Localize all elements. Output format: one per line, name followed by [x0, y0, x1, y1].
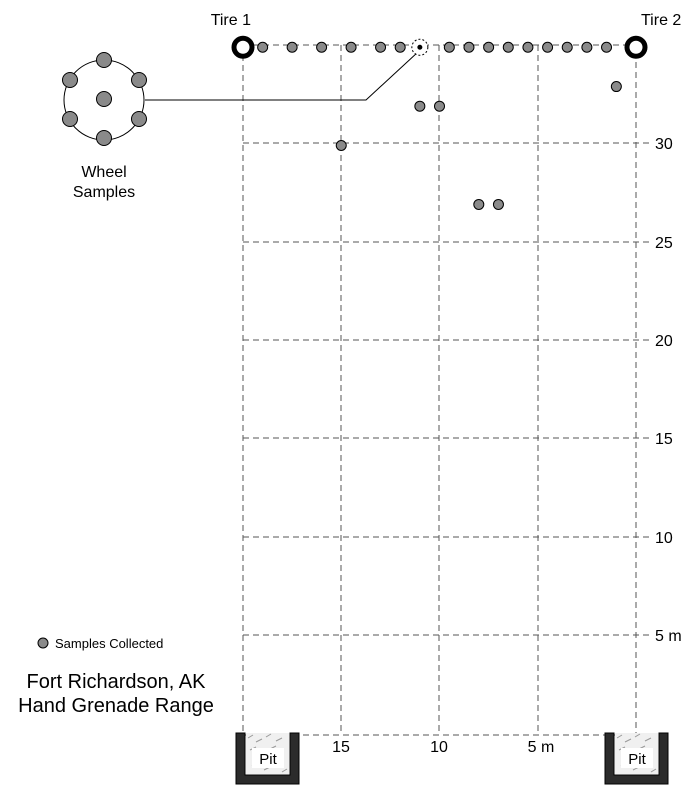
- sample-point: [335, 140, 347, 151]
- pit-label: Pit: [628, 751, 646, 768]
- tire-1-label: Tire 1: [211, 12, 251, 29]
- sample-point: [463, 41, 475, 53]
- wheel-sample: [62, 111, 78, 127]
- pit-right: Pit: [604, 732, 669, 785]
- x-axis-labels: 15 10 5 m: [332, 739, 554, 756]
- x-label-15: 15: [332, 739, 350, 756]
- site-subtitle: Hand Grenade Range: [18, 695, 214, 717]
- pit-label: Pit: [259, 751, 277, 768]
- sample-point: [502, 41, 514, 53]
- wheel-sample: [62, 72, 78, 88]
- legend: Samples Collected: [37, 636, 163, 651]
- pit-label-bg: [252, 748, 284, 768]
- y-label-20: 20: [655, 333, 673, 350]
- wheel-illustration: [62, 52, 147, 146]
- sample-point: [345, 41, 357, 53]
- wheel-label-line2: Samples: [73, 184, 135, 201]
- y-axis-labels: 30 25 20 15 10 5 m: [655, 136, 682, 645]
- wheel-sample: [96, 130, 112, 146]
- wheel-label-line1: Wheel: [81, 164, 126, 181]
- legend-sample-icon: [37, 637, 49, 649]
- x-label-10: 10: [430, 739, 448, 756]
- pit-wall: [235, 732, 300, 785]
- grid-border: [242, 44, 637, 736]
- sample-point: [581, 41, 593, 53]
- sample-point: [522, 41, 534, 53]
- wheel-leader-line: [145, 51, 419, 101]
- sample-point: [561, 41, 573, 53]
- y-label-10: 10: [655, 530, 673, 547]
- sample-point: [492, 198, 504, 210]
- sample-point: [483, 41, 495, 53]
- sample-point: [257, 41, 269, 53]
- sample-point: [394, 41, 406, 53]
- pit-left: Pit: [235, 732, 300, 785]
- y-label-30: 30: [655, 136, 673, 153]
- sample-point: [473, 198, 485, 210]
- sample-point: [414, 100, 426, 112]
- y-label-15: 15: [655, 431, 673, 448]
- tire-1-marker: [231, 35, 255, 59]
- tire-2-label: Tire 2: [641, 12, 681, 29]
- sample-point: [375, 41, 387, 53]
- pit-label-bg: [621, 748, 653, 768]
- legend-label: Samples Collected: [55, 636, 163, 651]
- wheel-sample: [96, 91, 112, 107]
- sample-point: [434, 100, 445, 112]
- sample-point: [443, 41, 455, 53]
- wheel-sample: [96, 52, 112, 68]
- sample-point: [542, 41, 554, 53]
- x-label-5m: 5 m: [528, 739, 555, 756]
- sample-point: [286, 41, 298, 53]
- y-label-5m: 5 m: [655, 628, 682, 645]
- pit-wall: [604, 732, 669, 785]
- site-name: Fort Richardson, AK: [27, 671, 207, 693]
- y-label-25: 25: [655, 235, 673, 252]
- tire-2-marker: [624, 35, 648, 59]
- sample-point: [610, 81, 622, 93]
- wheel-sample: [131, 72, 147, 88]
- sample-marks: [231, 35, 648, 210]
- wheel-sample: [131, 111, 147, 127]
- sample-point: [601, 41, 613, 53]
- sample-point: [316, 41, 328, 53]
- grid: [242, 44, 652, 736]
- wheel-location-center: [417, 44, 423, 50]
